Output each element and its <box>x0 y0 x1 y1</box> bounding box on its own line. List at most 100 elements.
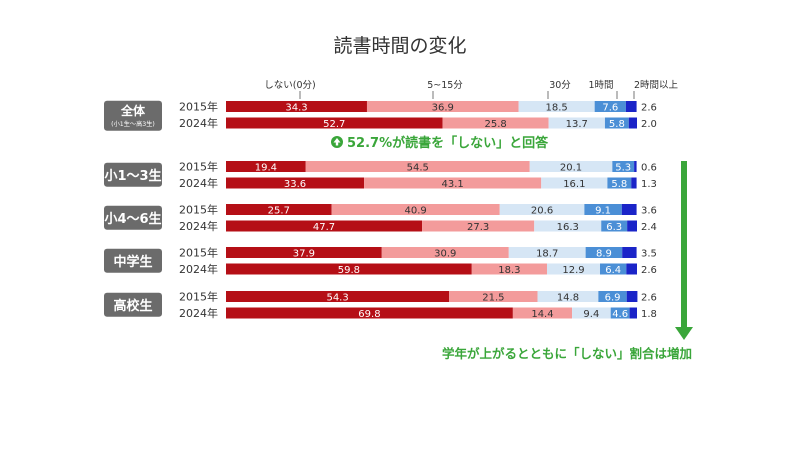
value-label: 2.4 <box>641 222 657 233</box>
bar-segment <box>226 177 365 189</box>
value-label: 2.6 <box>641 265 657 276</box>
bar-segment <box>625 101 637 112</box>
bar-segment <box>366 101 519 112</box>
value-label: 7.6 <box>602 103 618 114</box>
bar-segment <box>621 204 637 215</box>
bar-segment <box>226 263 472 275</box>
value-label: 6.9 <box>605 293 621 304</box>
value-label: 12.9 <box>562 265 584 276</box>
value-label: 36.9 <box>432 103 454 114</box>
bar-segment <box>331 204 500 215</box>
bar-segment <box>622 247 637 258</box>
bar-segment <box>604 117 629 129</box>
bar-segment <box>627 220 637 232</box>
year-label: 2015年 <box>179 290 218 304</box>
bar-segment <box>600 263 627 275</box>
value-label: 27.3 <box>467 222 489 233</box>
overall-annotation: 52.7%が読書を「しない」と回答 <box>347 135 549 151</box>
bar-segment <box>626 291 638 302</box>
value-label: 0.6 <box>641 163 657 174</box>
bar-segment <box>471 263 547 275</box>
year-label: 2024年 <box>179 262 218 276</box>
value-label: 4.6 <box>612 309 628 320</box>
group-label: 高校生 <box>113 298 152 314</box>
value-label: 30.9 <box>434 249 456 260</box>
value-label: 18.7 <box>536 249 558 260</box>
year-label: 2015年 <box>179 100 218 114</box>
group-label: 小4～6生 <box>104 211 161 227</box>
bar-segment <box>226 101 367 112</box>
bar-segment <box>534 220 602 232</box>
value-label: 54.5 <box>407 163 429 174</box>
value-label: 34.3 <box>285 103 307 114</box>
value-label: 19.4 <box>255 163 277 174</box>
value-label: 43.1 <box>442 179 464 190</box>
bar-segment <box>381 247 509 258</box>
value-label: 2.6 <box>641 103 657 114</box>
value-label: 2.6 <box>641 293 657 304</box>
value-label: 37.9 <box>293 249 315 260</box>
group-badge <box>104 205 162 230</box>
bar-segment <box>548 117 605 129</box>
year-label: 2024年 <box>179 176 218 190</box>
bar-segment <box>572 307 611 319</box>
value-label: 14.8 <box>557 293 579 304</box>
bar-segment <box>226 307 513 319</box>
value-label: 33.6 <box>284 179 306 190</box>
value-label: 6.3 <box>606 222 622 233</box>
value-label: 52.7 <box>323 119 345 130</box>
bar-segment <box>529 161 613 172</box>
year-label: 2024年 <box>179 306 218 320</box>
trend-arrow-head <box>675 327 693 340</box>
value-label: 21.5 <box>482 293 504 304</box>
bar-segment <box>226 247 382 258</box>
value-label: 3.6 <box>641 206 657 217</box>
value-label: 8.9 <box>596 249 612 260</box>
value-label: 18.3 <box>498 265 520 276</box>
value-label: 20.6 <box>531 206 553 217</box>
bar-segment <box>594 101 626 112</box>
category-label: 30分 <box>549 80 571 91</box>
bar-segment <box>585 247 623 258</box>
group-label: 全体 <box>120 103 146 118</box>
value-label: 3.5 <box>641 249 657 260</box>
category-label: 1時間 <box>588 80 613 91</box>
bar-segment <box>598 291 627 302</box>
value-label: 6.4 <box>605 265 621 276</box>
group-label: 小1～3生 <box>104 168 161 184</box>
value-label: 20.1 <box>560 163 582 174</box>
bar-segment <box>631 177 637 189</box>
bar-segment <box>628 117 637 129</box>
bar-segment <box>541 177 608 189</box>
group-badge <box>104 162 162 187</box>
value-label: 59.8 <box>338 265 360 276</box>
bar-segment <box>226 204 332 215</box>
year-label: 2024年 <box>179 219 218 233</box>
value-label: 9.4 <box>583 309 599 320</box>
year-label: 2015年 <box>179 246 218 260</box>
value-label: 9.1 <box>595 206 611 217</box>
bar-segment <box>601 220 628 232</box>
bar-segment <box>226 117 443 129</box>
category-label: 5~15分 <box>427 80 463 91</box>
bar-segment <box>226 291 450 302</box>
value-label: 5.8 <box>609 119 625 130</box>
value-label: 40.9 <box>405 206 427 217</box>
bar-segment <box>584 204 622 215</box>
bar-segment <box>512 307 573 319</box>
bar-segment <box>546 263 601 275</box>
bar-segment <box>629 307 637 319</box>
bar-segment <box>607 177 632 189</box>
bar-segment <box>449 291 538 302</box>
bar-segment <box>508 247 586 258</box>
year-label: 2015年 <box>179 160 218 174</box>
chart-title: 読書時間の変化 <box>333 35 466 57</box>
trend-arrow-shaft <box>681 161 687 329</box>
value-label: 69.8 <box>358 309 380 320</box>
bar-segment <box>305 161 530 172</box>
group-label: 中学生 <box>113 254 152 270</box>
group-badge <box>104 292 162 317</box>
bar-segment <box>442 117 549 129</box>
